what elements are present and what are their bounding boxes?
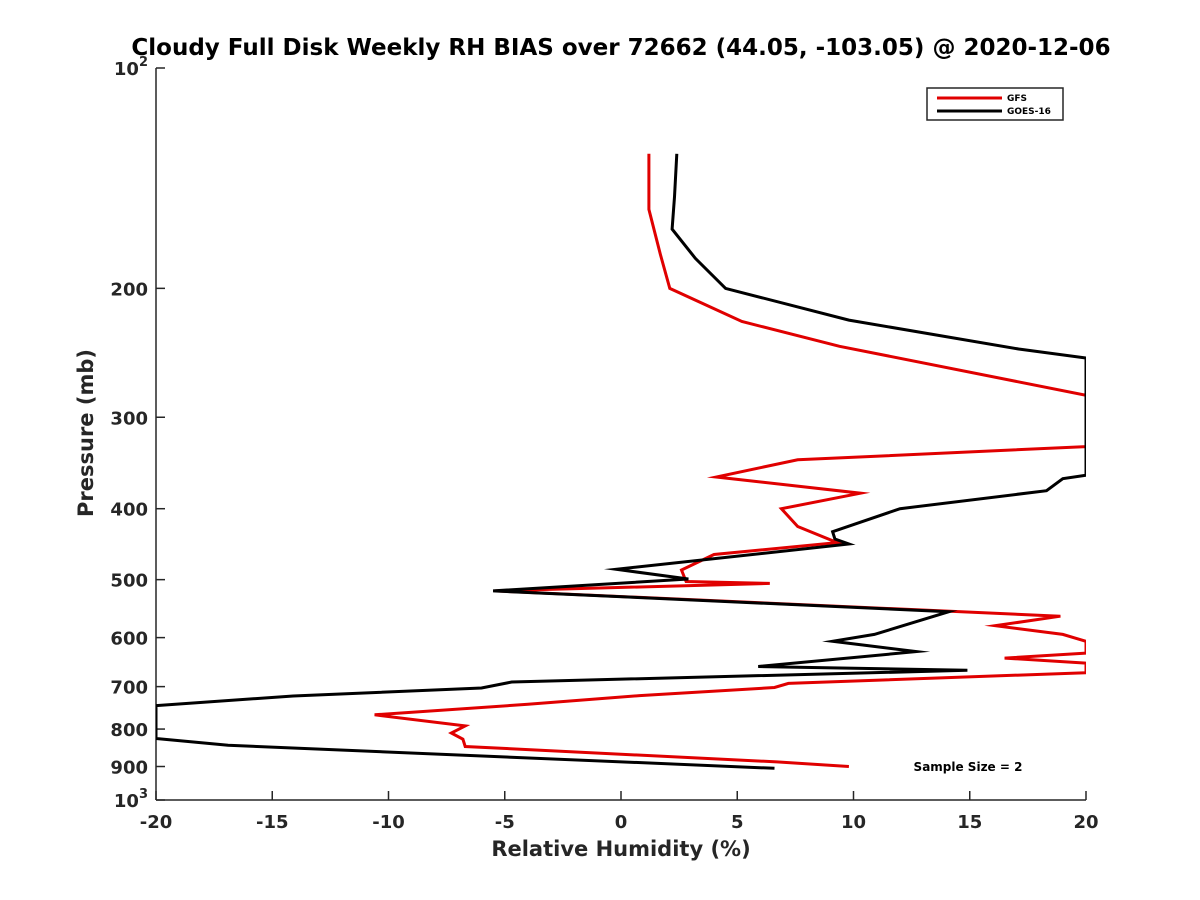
- y-tick-label: 200: [110, 279, 148, 300]
- x-axis-label: Relative Humidity (%): [491, 837, 750, 861]
- y-tick-label: 700: [110, 678, 148, 699]
- x-tick-label: -20: [140, 812, 173, 833]
- y-tick-label: 900: [110, 758, 148, 779]
- series-line-goes-16: [156, 153, 1086, 770]
- plot-background: [156, 68, 1086, 800]
- x-tick-label: 20: [1073, 812, 1098, 833]
- legend-entry-label: GOES-16: [1007, 107, 1051, 117]
- chart-title: Cloudy Full Disk Weekly RH BIAS over 726…: [131, 35, 1110, 61]
- y-tick-label: 400: [110, 500, 148, 521]
- plot-area: [156, 68, 1086, 800]
- y-tick-label: 600: [110, 629, 148, 650]
- y-axis-label: Pressure (mb): [74, 349, 98, 517]
- legend: GFS GOES-16: [926, 87, 1064, 121]
- x-tick-label: -5: [495, 812, 515, 833]
- x-tick-label: 5: [731, 812, 744, 833]
- y-tick-label: 300: [110, 408, 148, 429]
- y-tick-label: 103: [114, 787, 148, 812]
- legend-box: [926, 87, 1064, 121]
- x-tick-label: 15: [957, 812, 982, 833]
- y-tick-label: 102: [114, 55, 148, 80]
- y-tick-label: 800: [110, 720, 148, 741]
- y-tick-label: 500: [110, 571, 148, 592]
- x-tick-label: -10: [372, 812, 405, 833]
- y-axis: 102 200 300 400 500 600 700 800 900 103: [110, 55, 165, 812]
- legend-entry-label: GFS: [1007, 94, 1027, 104]
- sample-size-annotation: Sample Size = 2: [914, 760, 1023, 774]
- x-axis: -20 -15 -10 -5 0 5 10 15 20: [140, 791, 1099, 833]
- x-tick-label: -15: [256, 812, 289, 833]
- x-tick-label: 10: [841, 812, 866, 833]
- x-tick-label: 0: [615, 812, 628, 833]
- series-lines: [156, 153, 1086, 770]
